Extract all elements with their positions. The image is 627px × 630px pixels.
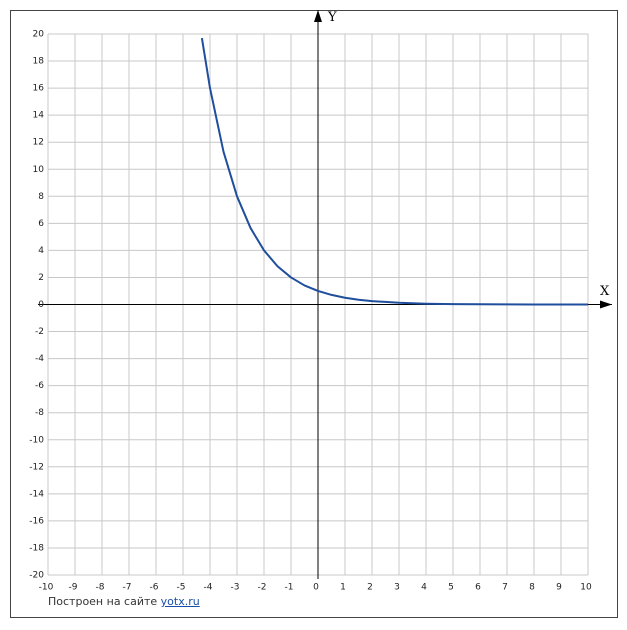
x-tick-label: 4 (421, 583, 427, 593)
y-tick-label: 12 (33, 138, 44, 148)
x-tick-label: -2 (258, 583, 267, 593)
x-tick-label: -5 (177, 583, 186, 593)
y-tick-label: 20 (33, 30, 45, 40)
y-tick-label: -2 (35, 327, 44, 337)
y-tick-label: -6 (35, 381, 44, 391)
y-tick-label: -20 (29, 571, 44, 581)
y-tick-label: 18 (33, 57, 45, 67)
x-axis-label: X (600, 284, 610, 299)
y-tick-label: -18 (29, 543, 44, 553)
y-tick-label: 2 (38, 273, 44, 283)
x-tick-label: 10 (580, 583, 592, 593)
credit: Построен на сайте yotx.ru (48, 595, 200, 608)
x-tick-label: 2 (367, 583, 373, 593)
curve (200, 37, 588, 306)
x-tick-label: 3 (394, 583, 400, 593)
x-tick-label: -3 (231, 583, 240, 593)
credit-link[interactable]: yotx.ru (160, 595, 200, 608)
x-tick-label: -7 (123, 583, 132, 593)
y-tick-label: 0 (38, 300, 44, 310)
x-tick-label: 8 (529, 583, 535, 593)
x-tick-label: 9 (556, 583, 562, 593)
y-tick-label: 14 (33, 111, 45, 121)
x-tick-label: -1 (285, 583, 294, 593)
y-tick-label: 6 (38, 219, 44, 229)
y-tick-label: 16 (33, 84, 45, 94)
x-tick-label: 7 (502, 583, 508, 593)
x-tick-label: -6 (150, 583, 159, 593)
y-tick-label: 10 (33, 165, 45, 175)
y-tick-label: 4 (38, 246, 44, 256)
axes (38, 10, 612, 579)
x-tick-label: -8 (96, 583, 105, 593)
y-tick-label: -16 (29, 516, 44, 526)
y-tick-label: -8 (35, 408, 44, 418)
y-tick-label: 8 (38, 192, 44, 202)
x-tick-label: -9 (69, 583, 78, 593)
x-tick-label: 0 (313, 583, 319, 593)
x-tick-label: -10 (39, 583, 54, 593)
x-tick-label: -4 (204, 583, 213, 593)
frame (10, 10, 618, 618)
x-axis-arrow (600, 300, 612, 309)
y-tick-label: -10 (29, 435, 44, 445)
y-tick-label: -4 (35, 354, 44, 364)
x-tick-label: 1 (340, 583, 346, 593)
y-axis-arrow (314, 10, 322, 22)
y-axis-label: Y (327, 10, 337, 25)
credit-text: Построен на сайте (48, 595, 158, 608)
y-tick-label: -12 (29, 462, 44, 472)
y-tick-label: -14 (29, 489, 44, 499)
x-tick-label: 6 (475, 583, 481, 593)
x-tick-label: 5 (448, 583, 454, 593)
